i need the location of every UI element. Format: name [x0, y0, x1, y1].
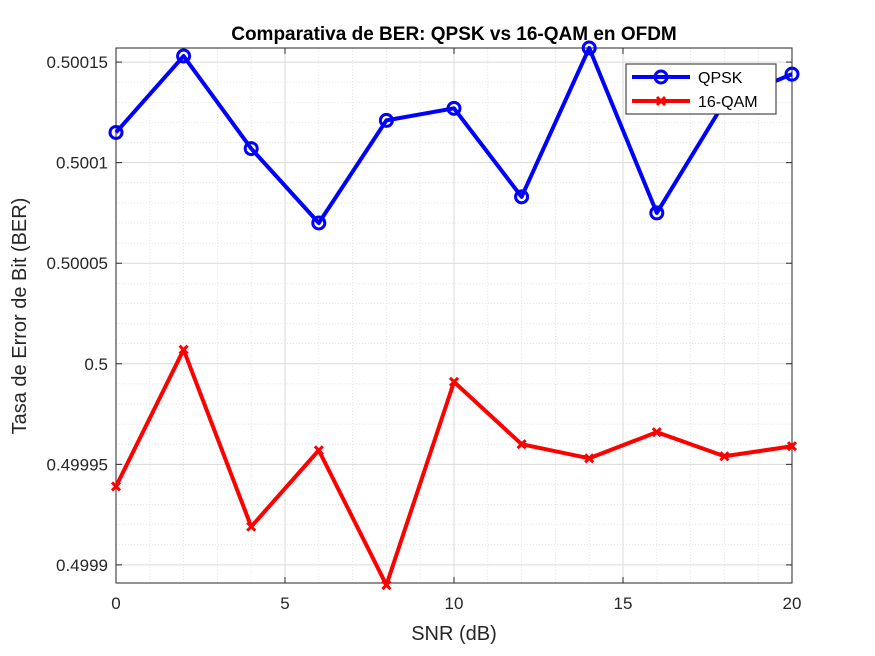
data-point-qpsk	[108, 124, 124, 140]
data-point-qpsk	[446, 100, 462, 116]
data-point-16qam	[651, 427, 662, 438]
y-tick-label: 0.4999	[56, 556, 108, 575]
y-axis-label: Tasa de Error de Bit (BER)	[9, 198, 31, 435]
legend-qpsk-marker	[653, 69, 669, 85]
data-point-16qam	[584, 453, 595, 464]
x-tick-labels: 0 5 10 15 20	[111, 594, 801, 613]
minor-grid	[116, 48, 792, 583]
y-tick-label: 0.50015	[47, 53, 108, 72]
data-point-16qam	[246, 521, 257, 532]
x-tick-label: 15	[614, 594, 633, 613]
x-tick-label: 0	[111, 594, 120, 613]
chart-title: Comparativa de BER: QPSK vs 16-QAM en OF…	[231, 24, 677, 45]
data-point-16qam	[786, 441, 798, 452]
series-line-qpsk	[114, 46, 793, 225]
x-tick-label: 20	[783, 594, 802, 613]
data-point-16qam	[448, 376, 460, 387]
axis-ticks	[115, 48, 793, 583]
y-tick-label: 0.50005	[47, 254, 108, 273]
legend-box	[625, 63, 777, 115]
y-tick-labels: 0.4999 0.49995 0.5 0.50005 0.5001 0.50015	[47, 53, 108, 575]
data-point-16qam	[381, 579, 392, 591]
data-point-qpsk	[649, 205, 665, 221]
y-tick-label: 0.5	[84, 355, 108, 374]
x-axis-label: SNR (dB)	[411, 623, 497, 645]
data-point-16qam	[719, 451, 730, 462]
legend-16qam-marker	[655, 95, 667, 107]
legend-16qam-label: 16-QAM	[698, 94, 758, 111]
data-point-qpsk	[514, 189, 530, 205]
y-tick-label: 0.49995	[47, 455, 108, 474]
y-tick-label: 0.5001	[56, 154, 108, 173]
data-point-qpsk	[784, 66, 800, 82]
series-16qam	[110, 344, 798, 591]
data-point-16qam	[110, 481, 122, 492]
x-tick-label: 10	[445, 594, 464, 613]
legend: QPSK 16-QAM	[625, 63, 777, 115]
data-point-qpsk	[243, 141, 259, 157]
x-tick-label: 5	[280, 594, 289, 613]
legend-qpsk-label: QPSK	[698, 70, 743, 87]
data-point-qpsk	[176, 48, 192, 64]
data-point-16qam	[516, 439, 527, 450]
data-point-qpsk	[581, 40, 597, 56]
data-point-qpsk	[378, 112, 394, 128]
data-point-16qam	[178, 344, 189, 355]
data-point-qpsk	[311, 215, 327, 231]
data-point-16qam	[313, 445, 324, 456]
